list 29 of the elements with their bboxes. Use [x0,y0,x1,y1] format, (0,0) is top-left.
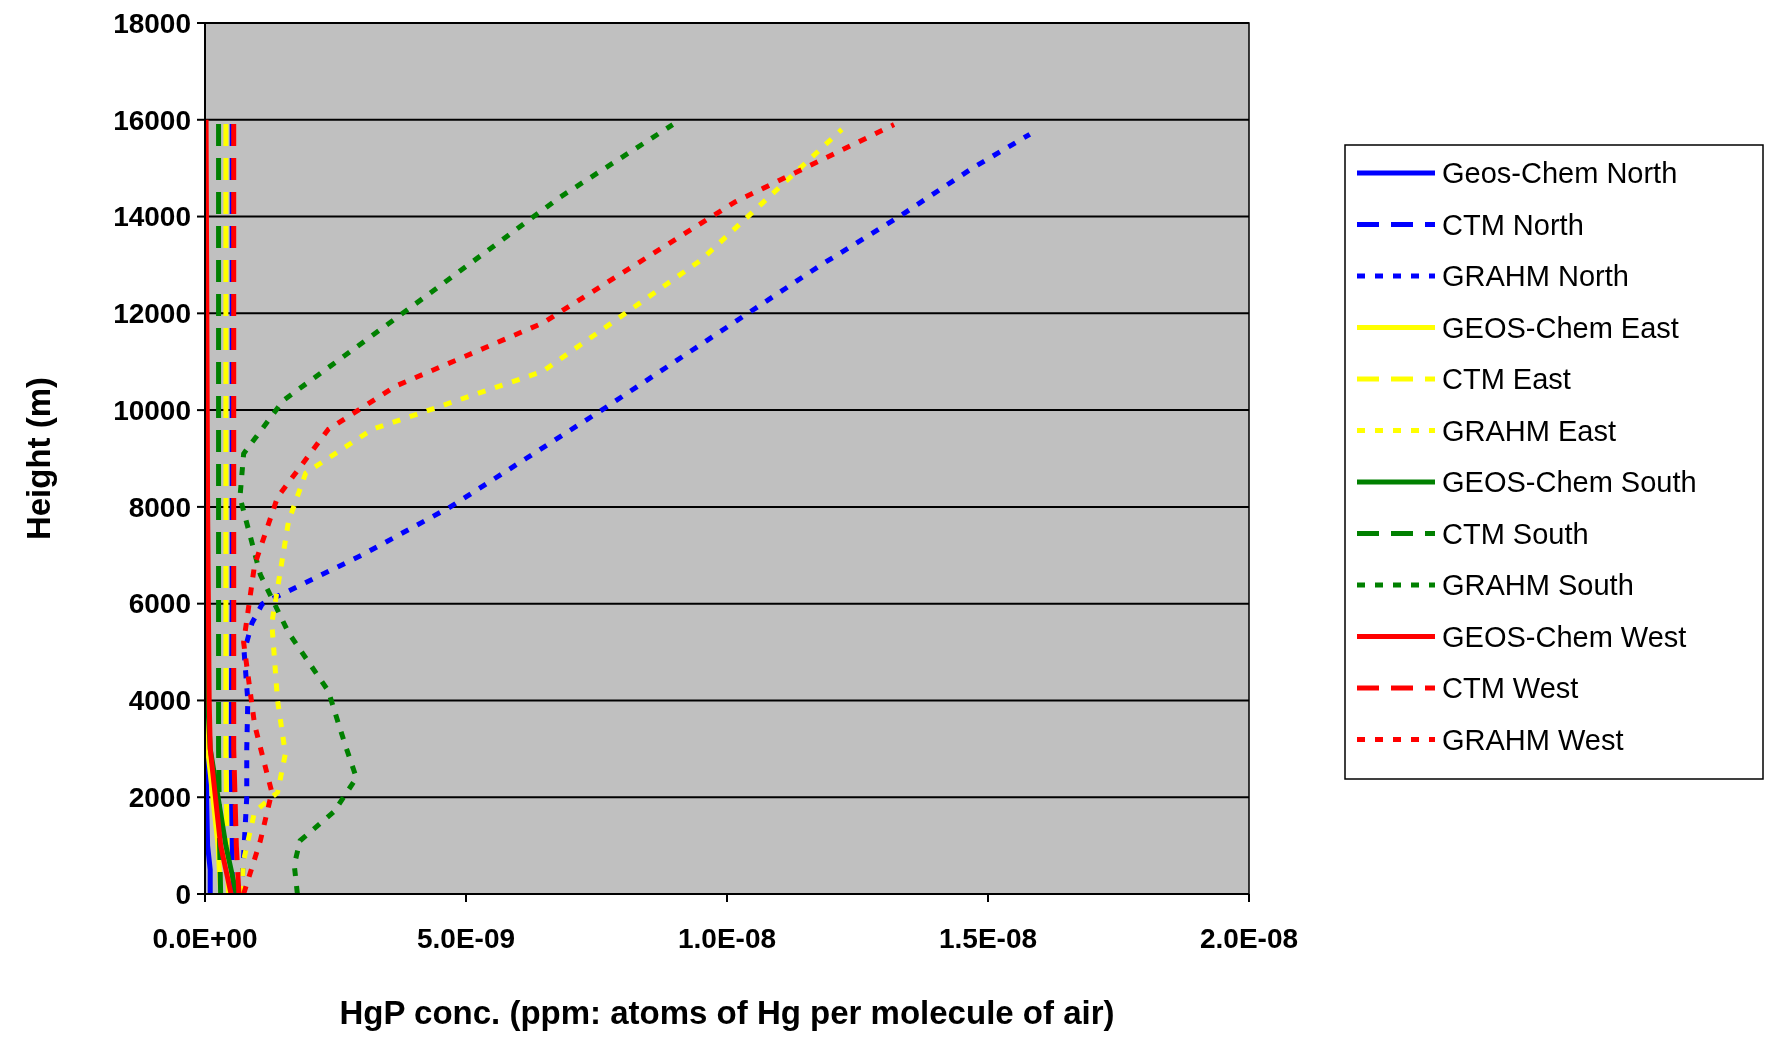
y-tick-label: 2000 [128,782,191,814]
x-tick-label: 1.0E-08 [677,923,777,954]
y-tick-label: 14000 [113,201,191,233]
legend-label: GRAHM West [1442,723,1624,756]
y-axis-title: Height (m) [20,376,57,541]
y-tick-label: 4000 [128,685,191,717]
x-axis-title: HgP conc. (ppm: atoms of Hg per molecule of air) [339,994,1115,1031]
legend-label: CTM East [1442,363,1571,396]
y-tick-label: 10000 [113,394,191,426]
x-tick-label: 1.5E-08 [938,923,1038,954]
y-tick-label: 16000 [113,104,191,136]
y-tick-label: 8000 [128,491,191,523]
legend-label: GEOS-Chem South [1442,466,1697,499]
legend-label: GRAHM East [1442,414,1617,447]
legend-label: CTM South [1442,517,1589,550]
y-tick-label: 0 [175,878,191,910]
legend-label: GRAHM South [1442,569,1634,602]
legend-label: GRAHM North [1442,260,1629,293]
legend-label: CTM West [1442,672,1579,705]
y-tick-label: 18000 [113,7,191,39]
x-tick-label: 2.0E-08 [1199,923,1299,954]
x-tick-label: 5.0E-09 [416,923,516,954]
legend-label: GEOS-Chem West [1442,620,1687,653]
y-tick-label: 6000 [128,588,191,620]
legend-label: CTM North [1442,208,1584,241]
y-tick-label: 12000 [113,298,191,330]
legend-label: GEOS-Chem East [1442,311,1679,344]
x-tick-label: 0.0E+00 [152,923,258,954]
legend-label: Geos-Chem North [1442,157,1678,190]
